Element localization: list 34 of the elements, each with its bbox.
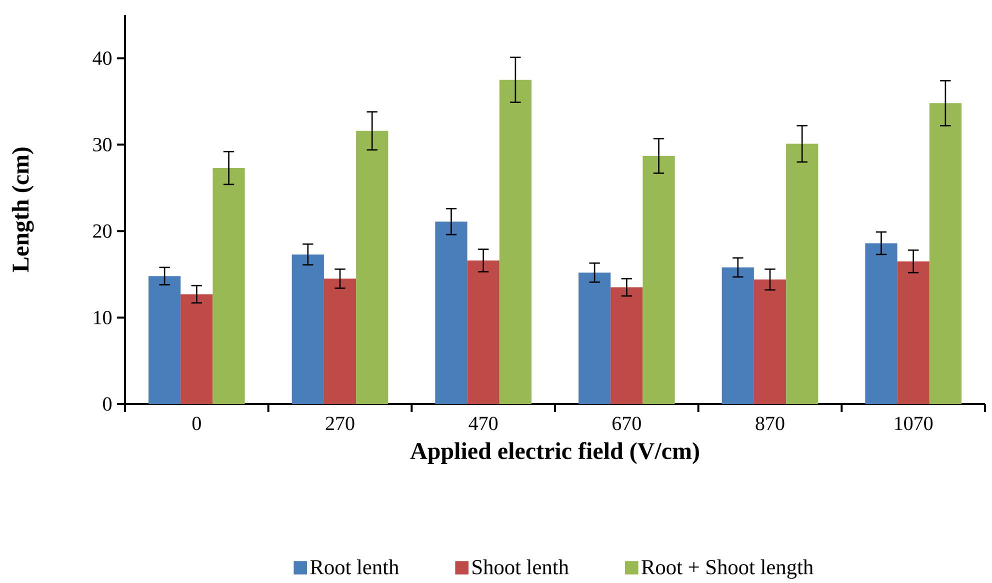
bar — [610, 287, 643, 404]
y-tick-label: 40 — [92, 51, 112, 65]
x-tick-label: 870 — [756, 416, 784, 430]
x-tick-label: 470 — [468, 416, 498, 430]
bar — [642, 156, 675, 404]
bar — [929, 103, 962, 404]
bar — [180, 294, 213, 404]
y-tick-label: 10 — [94, 310, 112, 324]
bar — [499, 80, 532, 404]
x-tick-label: 1070 — [895, 416, 933, 430]
bar — [148, 276, 181, 404]
y-tick-label: 30 — [93, 138, 112, 152]
bar — [754, 280, 786, 404]
legend-label: Root + Shoot length — [642, 559, 814, 579]
y-tick-label: 20 — [93, 224, 112, 238]
bar — [292, 254, 324, 404]
bar — [324, 278, 356, 404]
bar — [435, 222, 468, 404]
y-tick-label: 0 — [103, 397, 112, 411]
bar — [786, 144, 818, 404]
bar — [722, 267, 754, 404]
bar — [865, 243, 898, 404]
bar — [356, 130, 388, 404]
legend-label: Shoot lenth — [472, 559, 569, 574]
x-tick-label: 670 — [612, 416, 641, 430]
legend-label: Root lenth — [310, 559, 399, 574]
x-tick-label: 270 — [326, 416, 354, 430]
x-tick-label: 0 — [192, 416, 201, 430]
x-axis-title: Applied electric field (V/cm) — [410, 442, 699, 464]
bar — [897, 261, 930, 404]
y-axis-title: Length (cm) — [12, 148, 34, 272]
bar — [467, 260, 500, 404]
bar — [212, 168, 245, 404]
bar — [578, 272, 611, 404]
